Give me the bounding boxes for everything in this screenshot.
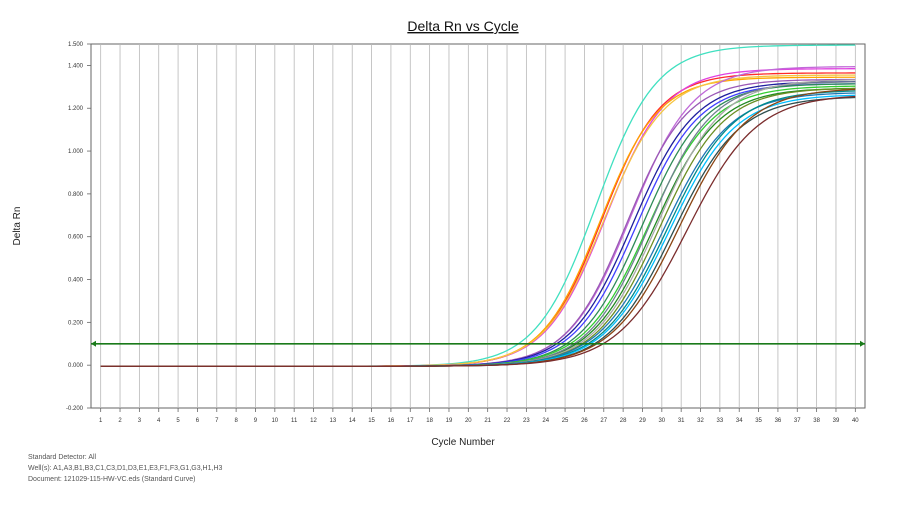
x-tick-label: 17: [407, 418, 414, 424]
y-tick-label: 0.400: [68, 278, 84, 284]
x-tick-label: 14: [349, 418, 356, 424]
x-tick-label: 40: [852, 418, 859, 424]
wells-info: Well(s): A1,A3,B1,B3,C1,C3,D1,D3,E1,E3,F…: [28, 465, 223, 472]
threshold-group: [91, 340, 865, 347]
x-tick-label: 5: [176, 418, 180, 424]
y-tick-label: 0.200: [68, 320, 84, 326]
x-tick-label: 24: [542, 418, 549, 424]
x-tick-label: 12: [310, 418, 317, 424]
x-tick-label: 10: [271, 418, 278, 424]
x-tick-label: 3: [138, 418, 142, 424]
y-tick-label: 1.200: [68, 106, 84, 112]
x-tick-label: 21: [484, 418, 491, 424]
x-tick-label: 8: [234, 418, 238, 424]
x-tick-label: 33: [717, 418, 724, 424]
x-tick-label: 15: [368, 418, 375, 424]
amplification-curve-21: [100, 95, 856, 367]
y-tick-label: 1.400: [68, 63, 84, 69]
x-tick-label: 26: [581, 418, 588, 424]
document-info: Document: 121029-115-HW-VC.eds (Standard…: [28, 476, 196, 483]
x-tick-label: 25: [562, 418, 569, 424]
detector-info: Standard Detector: All: [28, 454, 97, 461]
x-tick-label: 28: [620, 418, 627, 424]
x-tick-label: 34: [736, 418, 743, 424]
x-tick-label: 30: [658, 418, 665, 424]
y-tick-label: -0.200: [66, 406, 84, 412]
x-tick-label: 2: [118, 418, 122, 424]
amplification-curves: [100, 44, 856, 367]
y-axis-ticks: -0.200 0.000 0.200 0.400 0.600 0.800 1.000 1.20…: [66, 42, 91, 412]
y-tick-label: 1.500: [68, 42, 84, 48]
threshold-handle-right[interactable]: [860, 340, 865, 347]
threshold-handle-left[interactable]: [91, 340, 96, 347]
grid-lines: [100, 44, 856, 408]
x-tick-label: 4: [157, 418, 161, 424]
x-tick-label: 22: [504, 418, 511, 424]
x-axis-ticks: 1 2 3 4 5 6 7 8 9 10 11 12 13 14 15 16 17 18 19 20 21 22 23 24 2…: [99, 408, 859, 424]
x-tick-label: 7: [215, 418, 219, 424]
plot-area: [90, 43, 866, 409]
x-tick-label: 32: [697, 418, 704, 424]
y-tick-label: 0.000: [68, 363, 84, 369]
x-tick-label: 36: [775, 418, 782, 424]
x-tick-label: 16: [388, 418, 395, 424]
x-tick-label: 39: [833, 418, 840, 424]
x-tick-label: 19: [446, 418, 453, 424]
y-axis-label: Delta Rn: [12, 207, 23, 246]
x-axis-label: Cycle Number: [431, 437, 495, 448]
x-tick-label: 29: [639, 418, 646, 424]
x-tick-label: 38: [813, 418, 820, 424]
y-tick-label: 0.800: [68, 192, 84, 198]
x-tick-label: 9: [254, 418, 258, 424]
x-tick-label: 13: [330, 418, 337, 424]
x-tick-label: 1: [99, 418, 103, 424]
chart-title: Delta Rn vs Cycle: [407, 18, 518, 34]
x-tick-label: 27: [600, 418, 607, 424]
x-tick-label: 35: [755, 418, 762, 424]
x-tick-label: 31: [678, 418, 685, 424]
x-tick-label: 11: [291, 418, 298, 424]
y-tick-label: 0.600: [68, 235, 84, 241]
x-tick-label: 37: [794, 418, 801, 424]
run-info: Standard Detector: All Well(s): A1,A3,B1…: [28, 452, 222, 485]
x-tick-label: 23: [523, 418, 530, 424]
x-tick-label: 20: [465, 418, 472, 424]
x-tick-label: 6: [196, 418, 200, 424]
y-tick-label: 1.000: [68, 149, 84, 155]
x-tick-label: 18: [426, 418, 433, 424]
